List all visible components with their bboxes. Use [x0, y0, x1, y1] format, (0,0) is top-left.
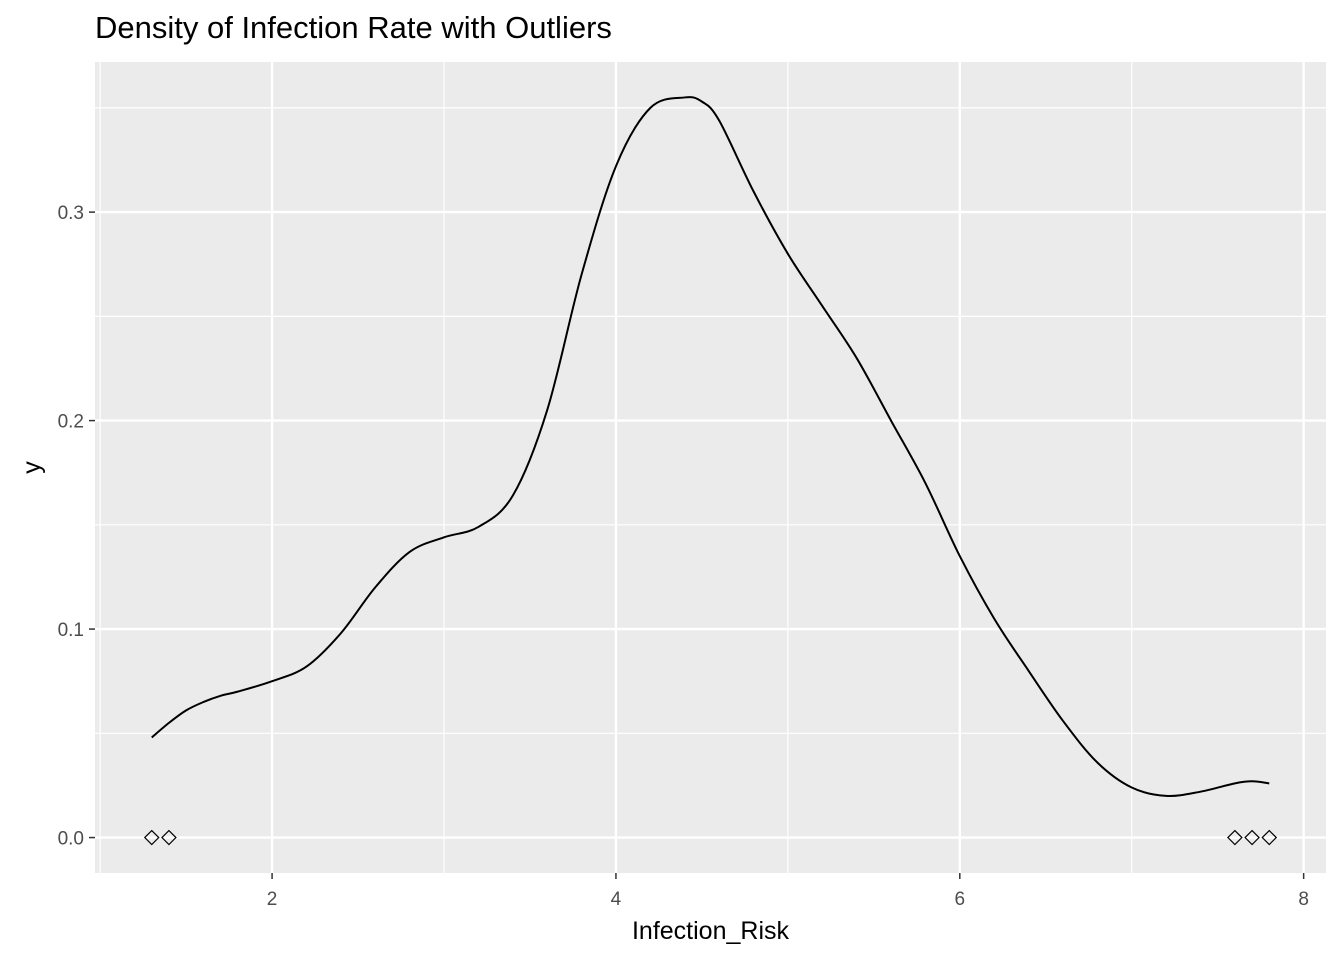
- outlier-point: [143, 829, 160, 846]
- y-tick-label: 0.2: [58, 412, 84, 433]
- x-axis: 2 4 6 8: [267, 873, 1309, 910]
- x-tick-label: 8: [1298, 889, 1309, 910]
- x-tick-label: 4: [611, 889, 622, 910]
- x-tick-label: 6: [955, 889, 966, 910]
- density-line: [151, 96, 1270, 797]
- minor-gridlines: [95, 62, 1326, 873]
- outlier-point: [1227, 829, 1243, 846]
- y-tick-label: 0.3: [58, 203, 84, 224]
- y-tick-label: 0.0: [58, 829, 84, 850]
- x-axis-title: Infection_Risk: [632, 917, 790, 945]
- y-axis-title: y: [18, 461, 46, 474]
- outlier-point: [1244, 829, 1260, 846]
- density-series: [151, 96, 1270, 797]
- outlier-point: [1261, 829, 1278, 846]
- chart-title: Density of Infection Rate with Outliers: [95, 10, 612, 45]
- plot-panel: [95, 62, 1326, 873]
- y-tick-label: 0.1: [58, 620, 84, 641]
- major-gridlines: [95, 62, 1326, 873]
- x-tick-label: 2: [267, 889, 278, 910]
- outlier-point: [161, 829, 177, 846]
- y-axis: 0.0 0.1 0.2 0.3: [58, 203, 95, 850]
- outlier-series: [143, 829, 1278, 846]
